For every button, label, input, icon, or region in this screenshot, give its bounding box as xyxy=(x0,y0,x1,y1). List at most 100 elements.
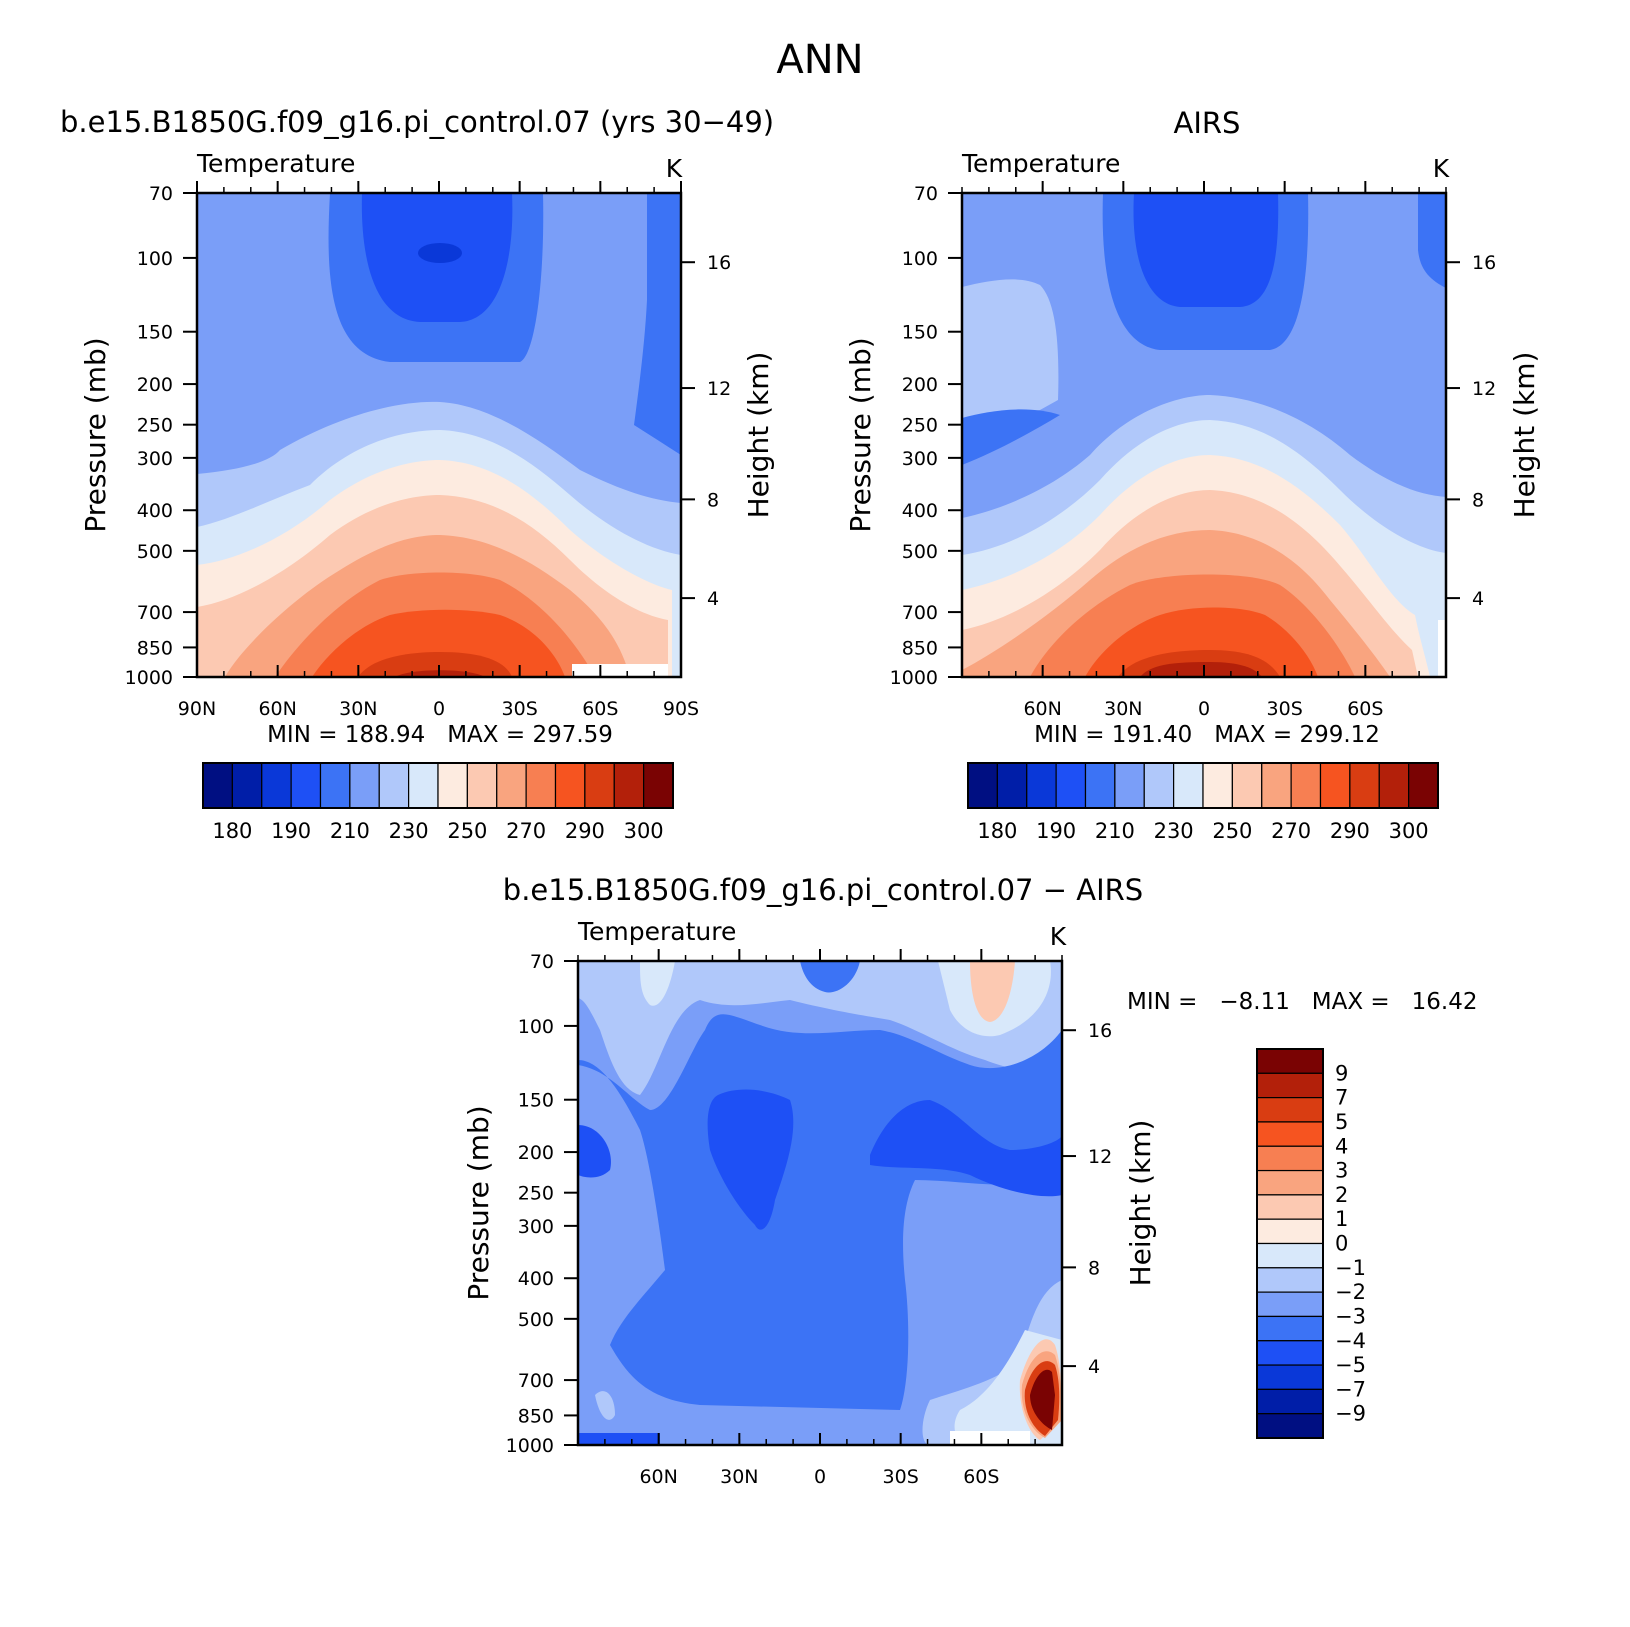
field-band-left-pale-low xyxy=(595,1391,615,1420)
colorbar-label: 230 xyxy=(389,819,429,843)
y-tick-label: 200 xyxy=(902,374,938,396)
y-tick-label: 100 xyxy=(518,1016,554,1038)
colorbar-label: −3 xyxy=(1335,1304,1366,1328)
panel-model-ylabel: Pressure (mb) xyxy=(79,337,112,532)
colorbar-frame xyxy=(967,762,1439,809)
panel-difference-variable: Temperature xyxy=(577,917,736,946)
colorbar-swatch xyxy=(202,762,233,809)
panel-airs-colorbar: 180 190 210 230 250 270 290 300 xyxy=(967,762,1439,843)
colorbar-swatch xyxy=(996,762,1028,809)
panel-airs-axes: 60N 30N 0 30S 60S 70 100 150 200 250 300 400 500 700 8… xyxy=(890,181,1496,720)
colorbar-swatch xyxy=(1408,762,1439,809)
x-tick-label: 60N xyxy=(639,1466,677,1488)
panel-model-units: K xyxy=(666,154,683,183)
colorbar-swatch xyxy=(1026,762,1057,809)
colorbar-label: 7 xyxy=(1335,1086,1348,1110)
field-band-upper-lightest-left xyxy=(640,961,675,1006)
y-tick-label: 1000 xyxy=(506,1435,554,1457)
panel-model: b.e15.B1850G.f09_g16.pi_control.07 (yrs … xyxy=(60,105,775,843)
y-tick-label: 400 xyxy=(137,500,173,522)
y-tick-label: 1000 xyxy=(890,667,938,689)
panel-airs-y2label: Height (km) xyxy=(1508,352,1541,519)
colorbar-swatch xyxy=(261,762,292,809)
colorbar-swatch xyxy=(1256,1267,1324,1293)
colorbar-frame xyxy=(202,762,674,809)
colorbar-swatch xyxy=(1256,1194,1324,1220)
panel-airs-ylabel: Pressure (mb) xyxy=(844,337,877,532)
x-tick-label: 30N xyxy=(1104,698,1142,720)
colorbar-label: −4 xyxy=(1335,1329,1366,1353)
colorbar-swatch xyxy=(1114,762,1145,809)
panel-model-colorbar: 180 190 210 230 250 270 290 300 xyxy=(202,762,674,843)
colorbar-label: 290 xyxy=(565,819,605,843)
panel-airs: AIRS Temperature K 60N 30N 0 30S 60S 70 100 150… xyxy=(844,106,1541,843)
field-band-left-darker xyxy=(962,409,1060,465)
x-tick-label: 90N xyxy=(178,698,216,720)
colorbar-label: 190 xyxy=(271,819,311,843)
colorbar-swatch xyxy=(1256,1291,1324,1318)
field-band-warm-l4 xyxy=(1030,1369,1055,1430)
colorbar-swatch xyxy=(319,762,351,809)
colorbar-label: 290 xyxy=(1330,819,1370,843)
colorbar-swatch xyxy=(1173,762,1204,809)
colorbar-swatch xyxy=(1256,1413,1324,1439)
x-tick-label: 60S xyxy=(963,1466,999,1488)
colorbar-swatch xyxy=(290,762,322,809)
colorbar-swatch xyxy=(1256,1048,1324,1074)
panel-model-axes: 90N 60N 30N 0 30S 60S 90S 70 100 150 200 250 300 400 5… xyxy=(125,181,731,720)
colorbar-swatch xyxy=(1349,762,1380,809)
y-tick-label: 200 xyxy=(518,1142,554,1164)
field-band-mid-darker-b xyxy=(870,1100,1062,1197)
colorbar-swatch xyxy=(1202,762,1233,809)
colorbar-swatch xyxy=(1231,762,1263,809)
y-tick-label: 150 xyxy=(902,322,938,344)
colorbar-swatch xyxy=(1290,762,1322,809)
colorbar-label: 0 xyxy=(1335,1232,1348,1256)
y-tick-label: 250 xyxy=(137,415,173,437)
field-band-upper-warm xyxy=(970,961,1015,1022)
colorbar-label: 5 xyxy=(1335,1110,1348,1134)
y-tick-label: 850 xyxy=(137,637,173,659)
field-missing xyxy=(572,664,668,677)
colorbar-swatch xyxy=(466,762,498,809)
panel-difference: b.e15.B1850G.f09_g16.pi_control.07 − AIR… xyxy=(462,873,1477,1488)
y2-tick-label: 12 xyxy=(707,378,731,400)
field-band-upper-pale xyxy=(578,961,1062,1095)
x-tick-label: 0 xyxy=(814,1466,826,1488)
field-band-upper-dark-spot xyxy=(800,961,860,993)
colorbar-swatch xyxy=(349,762,380,809)
colorbar-swatch xyxy=(1256,1218,1324,1245)
field-missing xyxy=(950,1431,1030,1445)
y-tick-label: 500 xyxy=(902,541,938,563)
y2-tick-label: 12 xyxy=(1088,1146,1112,1168)
y-tick-label: 500 xyxy=(137,541,173,563)
colorbar-swatch xyxy=(1319,762,1351,809)
colorbar-label: −7 xyxy=(1335,1377,1366,1401)
field-missing xyxy=(1438,620,1446,677)
panel-difference-ylabel: Pressure (mb) xyxy=(462,1105,495,1300)
y2-tick-label: 16 xyxy=(1472,252,1496,274)
colorbar-label: 270 xyxy=(506,819,546,843)
colorbar-label: −2 xyxy=(1335,1280,1366,1304)
x-tick-label: 30N xyxy=(720,1466,758,1488)
colorbar-swatch xyxy=(1055,762,1087,809)
panel-airs-units: K xyxy=(1433,154,1450,183)
x-tick-label: 60S xyxy=(582,698,618,720)
y2-tick-label: 12 xyxy=(1472,378,1496,400)
panel-airs-stats: MIN = 191.40 MAX = 299.12 xyxy=(1034,722,1380,748)
colorbar-swatch xyxy=(1256,1072,1324,1099)
x-tick-label: 90S xyxy=(663,698,699,720)
x-tick-label: 30S xyxy=(502,698,538,720)
colorbar-swatch xyxy=(496,762,527,809)
colorbar-swatch xyxy=(1256,1097,1324,1123)
x-tick-label: 30S xyxy=(1267,698,1303,720)
colorbar-swatch xyxy=(378,762,410,809)
x-tick-label: 0 xyxy=(1198,698,1210,720)
colorbar-label: 180 xyxy=(212,819,252,843)
panel-difference-title: b.e15.B1850G.f09_g16.pi_control.07 − AIR… xyxy=(503,873,1143,907)
y2-tick-label: 8 xyxy=(1088,1257,1100,1279)
y2-tick-label: 8 xyxy=(707,489,719,511)
colorbar-swatch xyxy=(584,762,615,809)
y-tick-label: 150 xyxy=(137,322,173,344)
y-tick-label: 70 xyxy=(914,183,938,205)
